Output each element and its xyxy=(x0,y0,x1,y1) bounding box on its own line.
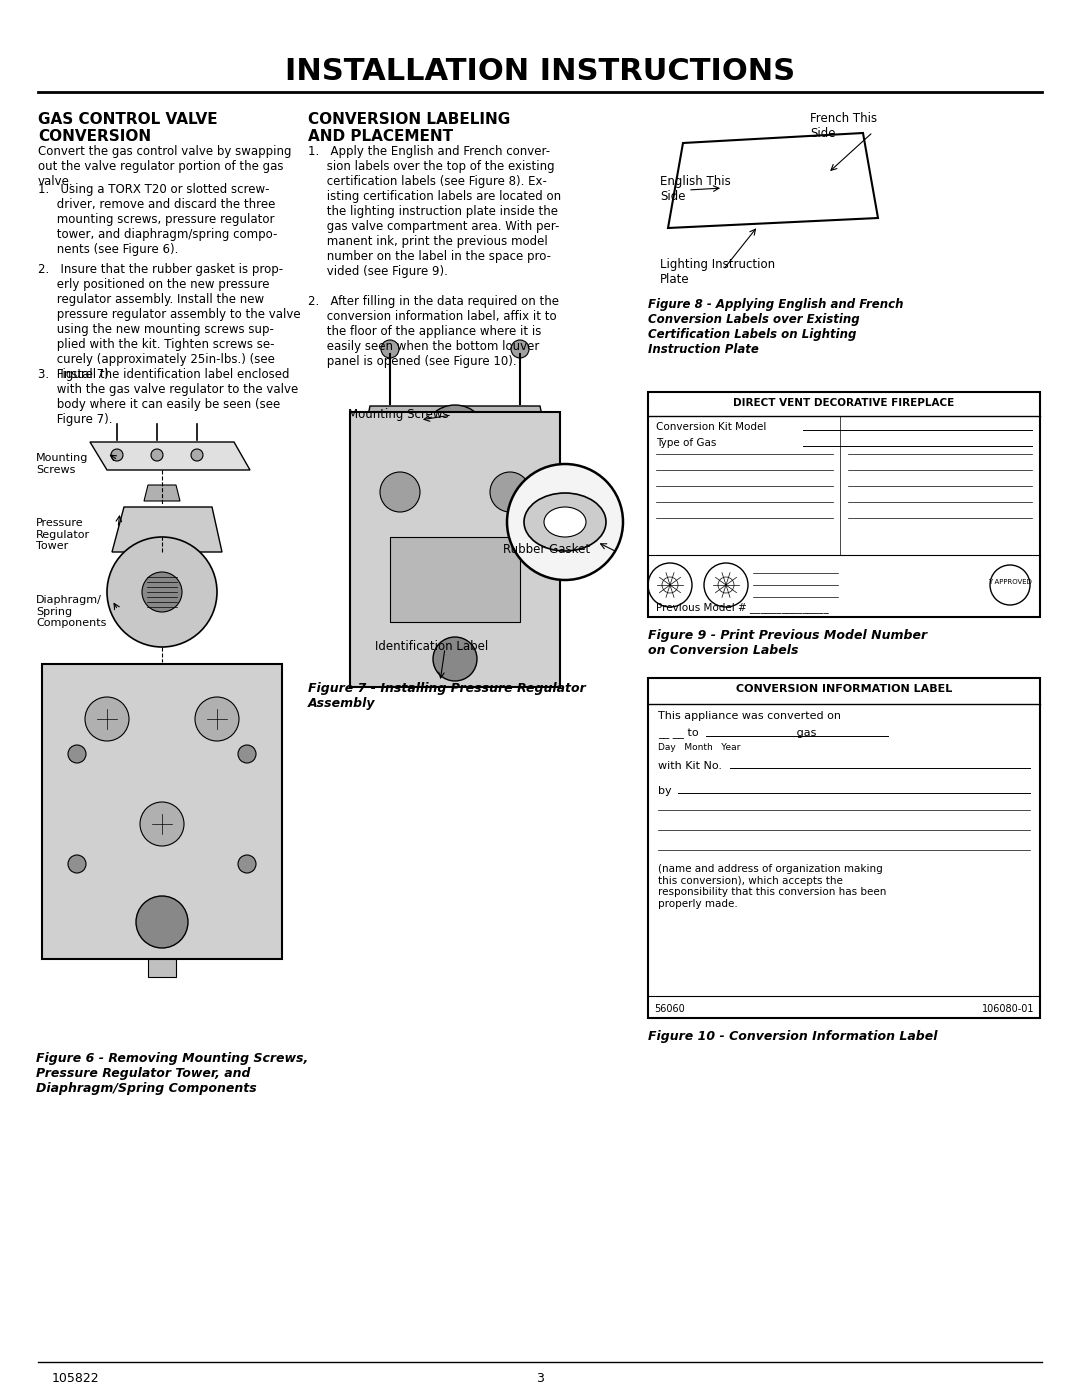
Circle shape xyxy=(433,637,477,680)
Text: Rubber Gasket: Rubber Gasket xyxy=(503,543,590,556)
Circle shape xyxy=(107,536,217,647)
Text: Conversion Kit Model: Conversion Kit Model xyxy=(656,422,767,432)
Text: Figure 9 - Print Previous Model Number
on Conversion Labels: Figure 9 - Print Previous Model Number o… xyxy=(648,629,927,657)
Circle shape xyxy=(511,339,529,358)
Circle shape xyxy=(507,464,623,580)
Text: (name and address of organization making
this conversion), which accepts the
res: (name and address of organization making… xyxy=(658,863,887,909)
Circle shape xyxy=(111,448,123,461)
Circle shape xyxy=(140,802,184,847)
Text: Lighting Instruction
Plate: Lighting Instruction Plate xyxy=(660,258,775,286)
Text: Figure 7 - Installing Pressure Regulator
Assembly: Figure 7 - Installing Pressure Regulator… xyxy=(308,682,585,710)
Circle shape xyxy=(151,448,163,461)
Text: CONVERSION LABELING
AND PLACEMENT: CONVERSION LABELING AND PLACEMENT xyxy=(308,112,510,144)
Text: This appliance was converted on: This appliance was converted on xyxy=(658,711,841,721)
Text: 2.   After filling in the data required on the
     conversion information label: 2. After filling in the data required on… xyxy=(308,295,559,367)
Ellipse shape xyxy=(524,493,606,550)
Text: INSTALLATION INSTRUCTIONS: INSTALLATION INSTRUCTIONS xyxy=(285,57,795,87)
Circle shape xyxy=(238,855,256,873)
Circle shape xyxy=(68,855,86,873)
Bar xyxy=(148,958,176,977)
Text: GAS CONTROL VALVE
CONVERSION: GAS CONTROL VALVE CONVERSION xyxy=(38,112,218,144)
Circle shape xyxy=(380,472,420,511)
Circle shape xyxy=(238,745,256,763)
FancyBboxPatch shape xyxy=(42,664,282,958)
Circle shape xyxy=(141,571,183,612)
Text: 3.   Install the identification label enclosed
     with the gas valve regulator: 3. Install the identification label encl… xyxy=(38,367,298,426)
Text: Day   Month   Year: Day Month Year xyxy=(658,743,741,752)
Text: Type of Gas: Type of Gas xyxy=(656,439,716,448)
Text: 1.   Using a TORX T20 or slotted screw-
     driver, remove and discard the thre: 1. Using a TORX T20 or slotted screw- dr… xyxy=(38,183,278,256)
Text: Y APPROVED: Y APPROVED xyxy=(988,578,1031,585)
Circle shape xyxy=(136,895,188,949)
Text: 3: 3 xyxy=(536,1372,544,1384)
Text: Identification Label: Identification Label xyxy=(375,640,488,652)
Text: French This
Side: French This Side xyxy=(810,112,877,140)
Text: Convert the gas control valve by swapping
out the valve regulator portion of the: Convert the gas control valve by swappin… xyxy=(38,145,292,189)
Text: 106080-01: 106080-01 xyxy=(982,1004,1034,1014)
FancyBboxPatch shape xyxy=(648,678,1040,1018)
Polygon shape xyxy=(90,441,249,469)
Text: CONVERSION INFORMATION LABEL: CONVERSION INFORMATION LABEL xyxy=(735,685,953,694)
Text: Figure 10 - Conversion Information Label: Figure 10 - Conversion Information Label xyxy=(648,1030,937,1044)
Text: 2.   Insure that the rubber gasket is prop-
     erly positioned on the new pres: 2. Insure that the rubber gasket is prop… xyxy=(38,263,300,381)
Text: 56060: 56060 xyxy=(654,1004,685,1014)
Bar xyxy=(390,536,519,622)
Circle shape xyxy=(191,448,203,461)
Polygon shape xyxy=(365,407,545,430)
Text: Figure 8 - Applying English and French
Conversion Labels over Existing
Certifica: Figure 8 - Applying English and French C… xyxy=(648,298,904,356)
Text: Mounting Screws: Mounting Screws xyxy=(348,408,448,420)
Ellipse shape xyxy=(544,507,586,536)
Text: with Kit No.: with Kit No. xyxy=(658,761,723,771)
Polygon shape xyxy=(144,485,180,502)
Text: Diaphragm/
Spring
Components: Diaphragm/ Spring Components xyxy=(36,595,106,629)
FancyBboxPatch shape xyxy=(350,412,561,687)
Circle shape xyxy=(68,745,86,763)
Text: Mounting
Screws: Mounting Screws xyxy=(36,453,89,475)
Text: 1.   Apply the English and French conver-
     sion labels over the top of the e: 1. Apply the English and French conver- … xyxy=(308,145,562,278)
Circle shape xyxy=(381,339,399,358)
FancyBboxPatch shape xyxy=(648,393,1040,617)
Circle shape xyxy=(437,419,473,455)
Text: 105822: 105822 xyxy=(52,1372,99,1384)
Circle shape xyxy=(423,405,487,469)
Text: Pressure
Regulator
Tower: Pressure Regulator Tower xyxy=(36,518,90,552)
Polygon shape xyxy=(112,507,222,552)
Text: DIRECT VENT DECORATIVE FIREPLACE: DIRECT VENT DECORATIVE FIREPLACE xyxy=(733,398,955,408)
Text: __ __ to                            gas: __ __ to gas xyxy=(658,729,816,739)
Circle shape xyxy=(195,697,239,740)
Text: English This
Side: English This Side xyxy=(660,175,731,203)
Circle shape xyxy=(85,697,129,740)
Text: Figure 6 - Removing Mounting Screws,
Pressure Regulator Tower, and
Diaphragm/Spr: Figure 6 - Removing Mounting Screws, Pre… xyxy=(36,1052,308,1095)
Circle shape xyxy=(490,472,530,511)
Text: by: by xyxy=(658,787,672,796)
Text: Previous Model # _______________: Previous Model # _______________ xyxy=(656,602,828,613)
